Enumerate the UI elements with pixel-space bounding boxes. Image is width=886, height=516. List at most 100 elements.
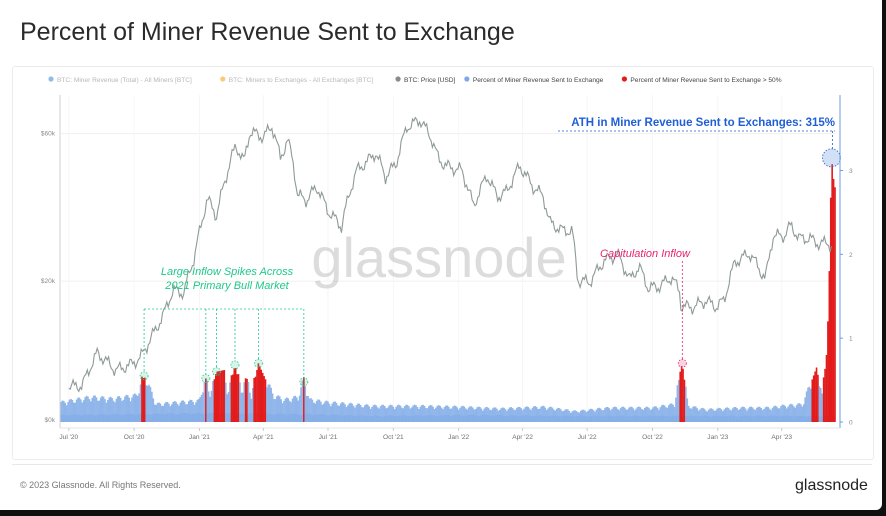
percent-bar-high — [682, 368, 684, 422]
left-tick-label: $60k — [41, 131, 56, 138]
percent-bar — [457, 409, 460, 422]
percent-bar — [430, 405, 433, 422]
percent-bar — [486, 406, 488, 422]
percent-bar — [541, 405, 544, 422]
legend-label: BTC: Price [USD] — [404, 77, 455, 84]
percent-bar — [249, 392, 251, 422]
percent-bar — [574, 410, 576, 422]
percent-bar — [511, 407, 514, 422]
percent-bar — [801, 406, 804, 422]
percent-bar-high — [205, 378, 207, 422]
percent-bar — [821, 393, 824, 422]
annotation-bull-marker — [254, 358, 263, 368]
percent-bar — [520, 408, 522, 422]
percent-bar — [148, 384, 150, 422]
percent-bar — [347, 405, 349, 422]
percent-bar — [158, 402, 160, 422]
percent-bar — [270, 387, 272, 422]
percent-bar — [793, 406, 795, 422]
percent-bar — [528, 408, 531, 422]
percent-bar — [107, 399, 109, 422]
percent-bar — [268, 384, 271, 422]
percent-bar — [648, 407, 650, 422]
percent-bar — [382, 404, 385, 422]
percent-bar — [744, 408, 747, 422]
percent-bar — [531, 407, 534, 422]
annotation-bull-line-1: Large Inflow Spikes Across — [161, 266, 294, 278]
percent-bar — [200, 394, 203, 422]
x-tick-label: Apr '22 — [512, 434, 533, 441]
percent-bar — [560, 409, 562, 422]
percent-bar — [63, 400, 65, 422]
percent-bar — [131, 397, 133, 422]
percent-bar — [571, 411, 574, 422]
percent-bar — [717, 407, 720, 422]
percent-bar — [479, 407, 481, 422]
percent-bar — [807, 387, 809, 422]
percent-bar — [101, 396, 103, 422]
percent-bar — [582, 409, 585, 422]
percent-bar — [418, 409, 420, 422]
percent-bar — [188, 401, 190, 422]
percent-bar — [162, 406, 165, 422]
percent-bar — [616, 408, 619, 422]
percent-bar — [753, 409, 755, 422]
legend-item-2: BTC: Miners to Exchanges - All Exchanges… — [220, 76, 373, 84]
percent-bar — [506, 410, 508, 422]
percent-bar — [740, 407, 743, 422]
percent-bar — [212, 381, 214, 422]
percent-bar — [172, 402, 174, 422]
percent-bar — [723, 409, 726, 422]
percent-bar — [121, 400, 123, 422]
percent-bar — [425, 408, 427, 422]
percent-bar — [378, 408, 380, 422]
percent-bar — [408, 406, 410, 422]
percent-bar — [612, 407, 615, 422]
percent-bar — [426, 408, 429, 422]
percent-bar — [81, 402, 84, 422]
percent-bar — [524, 407, 527, 422]
percent-bar — [635, 408, 637, 422]
percent-bar — [473, 409, 476, 422]
percent-bar — [229, 382, 231, 422]
percent-bar — [597, 408, 599, 422]
percent-bar — [412, 405, 415, 422]
annotation-bull-marker — [230, 360, 240, 370]
percent-bar — [396, 405, 399, 422]
chart-frame: BTC: Miner Revenue (Total) - All Miners … — [12, 66, 874, 460]
percent-bar-high — [230, 375, 233, 422]
percent-bar — [95, 397, 98, 422]
percent-bar-high — [219, 370, 221, 422]
percent-bar — [550, 406, 552, 422]
percent-bar — [726, 407, 728, 422]
copyright-text: © 2023 Glassnode. All Rights Reserved. — [20, 480, 181, 490]
annotation-capitulation: Capitulation Inflow — [600, 248, 691, 260]
percent-bar — [102, 396, 105, 422]
percent-bar — [410, 407, 413, 422]
percent-bar — [780, 405, 782, 422]
percent-bar — [105, 402, 108, 422]
percent-bar — [70, 398, 72, 422]
percent-bar-high — [811, 379, 814, 422]
percent-bar — [526, 406, 528, 422]
percent-bar — [99, 397, 102, 422]
percent-bar — [578, 412, 581, 422]
percent-bar — [452, 406, 454, 422]
percent-bar — [395, 406, 397, 422]
percent-bar — [666, 407, 669, 422]
x-tick-label: Oct '21 — [383, 434, 404, 441]
percent-bar — [381, 404, 383, 422]
right-tick-label: 0 — [849, 420, 853, 427]
percent-bar-high — [220, 370, 223, 422]
percent-bar — [385, 408, 388, 422]
percent-bar — [510, 407, 512, 422]
percent-bar — [206, 380, 209, 422]
percent-bar — [327, 401, 329, 422]
percent-bar — [642, 409, 645, 422]
percent-bar — [778, 408, 781, 422]
percent-bar — [507, 408, 510, 422]
percent-bar — [797, 403, 799, 422]
percent-bar — [804, 397, 806, 422]
percent-bar — [277, 395, 280, 422]
percent-bar — [474, 409, 477, 422]
